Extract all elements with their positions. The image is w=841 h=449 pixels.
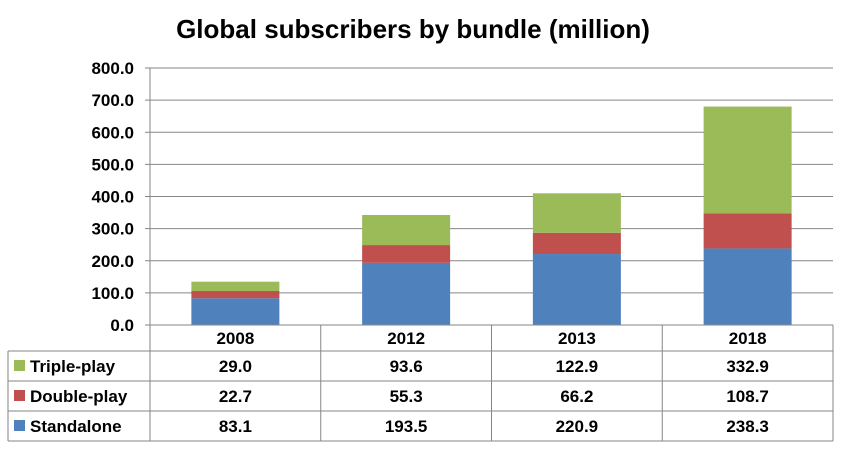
data-label: 238.3: [726, 417, 769, 436]
data-label: 83.1: [219, 417, 252, 436]
y-axis: 0.0 100.0 200.0 300.0 400.0 500.0 600.0 700.0 80…: [91, 59, 151, 335]
legend-label: Triple-play: [30, 357, 116, 376]
y-tick-label: 400.0: [91, 188, 134, 207]
bar-triple-play-2018: [703, 106, 792, 214]
data-label: 108.7: [726, 387, 769, 406]
bar-double-play-2013: [532, 232, 621, 255]
bar-triple-play-2008: [191, 281, 280, 292]
data-label: 332.9: [726, 357, 769, 376]
bar-double-play-2008: [191, 291, 280, 299]
legend-key-double-play: [14, 390, 25, 401]
y-tick-label: 0.0: [110, 316, 134, 335]
bar-standalone-2012: [362, 262, 451, 325]
category-label: 2008: [216, 329, 254, 348]
bar-standalone-2013: [532, 254, 621, 325]
data-label: 22.7: [219, 387, 252, 406]
chart-title: Global subscribers by bundle (million): [176, 14, 650, 44]
data-label: 66.2: [560, 387, 593, 406]
data-label: 93.6: [390, 357, 423, 376]
bar-double-play-2018: [703, 213, 792, 249]
y-tick-label: 800.0: [91, 59, 134, 78]
data-table: 2008 2012 2013 2018 Triple-play 29.0 93.6 122.9…: [7, 324, 834, 442]
bars: [191, 106, 792, 325]
bar-triple-play-2012: [362, 215, 451, 246]
bar-standalone-2018: [703, 248, 792, 325]
bar-double-play-2012: [362, 245, 451, 263]
legend-key-triple-play: [14, 360, 25, 371]
bar-standalone-2008: [191, 298, 280, 325]
y-tick-label: 200.0: [91, 252, 134, 271]
data-label: 29.0: [219, 357, 252, 376]
category-label: 2013: [558, 329, 596, 348]
y-tick-label: 300.0: [91, 220, 134, 239]
y-tick-label: 500.0: [91, 155, 134, 174]
legend-label: Double-play: [30, 387, 128, 406]
y-tick-label: 700.0: [91, 91, 134, 110]
category-label: 2012: [387, 329, 425, 348]
data-label: 122.9: [556, 357, 599, 376]
legend-key-standalone: [14, 420, 25, 431]
y-tick-label: 100.0: [91, 284, 134, 303]
y-tick-label: 600.0: [91, 123, 134, 142]
bar-triple-play-2013: [532, 193, 621, 233]
data-label: 193.5: [385, 417, 428, 436]
data-label: 220.9: [556, 417, 599, 436]
category-label: 2018: [729, 329, 767, 348]
legend-label: Standalone: [30, 417, 122, 436]
data-label: 55.3: [390, 387, 423, 406]
